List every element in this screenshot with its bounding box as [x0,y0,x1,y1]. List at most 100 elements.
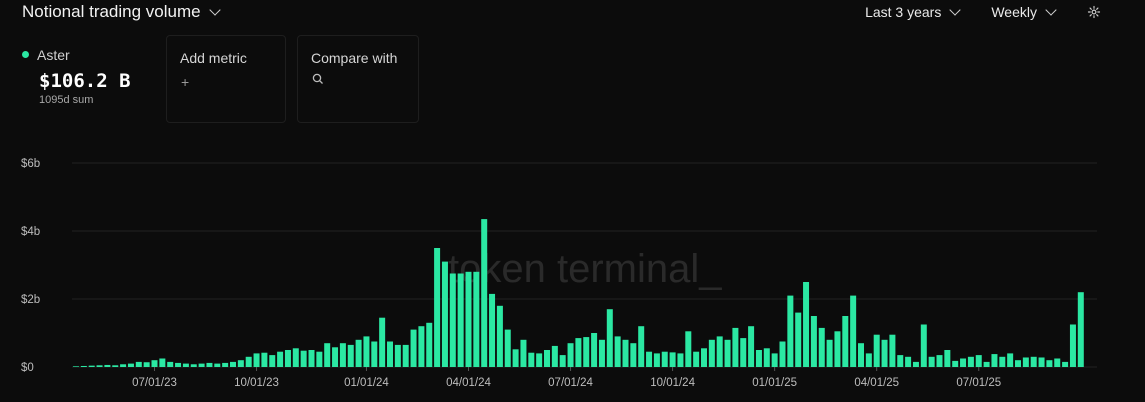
settings-button[interactable] [1087,5,1101,19]
bar[interactable] [441,261,448,367]
bar[interactable] [928,356,935,367]
bar[interactable] [308,350,315,367]
bar[interactable] [230,361,236,367]
bar[interactable] [410,329,417,367]
compare-with-card[interactable]: Compare with [297,35,419,123]
bar[interactable] [1046,360,1053,367]
bar[interactable] [104,364,111,367]
bar[interactable] [897,355,904,367]
bar[interactable] [803,282,810,367]
bar[interactable] [920,324,927,368]
bar[interactable] [324,343,331,367]
bar[interactable] [724,339,731,367]
bar[interactable] [858,343,864,367]
bar[interactable] [991,354,998,367]
bar[interactable] [489,293,496,367]
bar[interactable] [944,350,951,367]
bar[interactable] [112,365,119,367]
bar[interactable] [983,361,990,367]
bar[interactable] [1077,292,1084,367]
bar[interactable] [80,365,87,367]
bar[interactable] [339,343,346,367]
bar[interactable] [167,361,174,367]
bar[interactable] [834,331,841,367]
bar[interactable] [755,350,762,367]
interval-select[interactable]: Weekly [991,4,1057,20]
bar[interactable] [771,353,778,367]
bar[interactable] [504,329,511,367]
bar[interactable] [763,348,770,367]
bar[interactable] [88,365,95,367]
bar[interactable] [434,248,441,367]
bar[interactable] [457,273,464,368]
bar[interactable] [716,336,723,367]
bar[interactable] [175,362,182,367]
bar[interactable] [850,295,857,367]
bar[interactable] [347,344,354,367]
bar[interactable] [810,316,817,367]
bar[interactable] [881,339,888,367]
metric-legend[interactable]: Aster $106.2 B 1095d sum [22,46,131,106]
bar[interactable] [245,356,252,367]
bar[interactable] [551,345,558,367]
bar[interactable] [960,358,967,368]
bar[interactable] [818,327,825,367]
bar[interactable] [1007,353,1014,367]
bar[interactable] [795,312,802,367]
bar[interactable] [1030,356,1037,367]
bar[interactable] [512,349,519,367]
bar[interactable] [575,338,582,367]
bar[interactable] [528,352,535,367]
bar[interactable] [732,327,739,367]
bar[interactable] [967,356,974,367]
bar[interactable] [449,273,456,368]
bar[interactable] [638,326,645,367]
bar[interactable] [387,341,393,368]
add-metric-card[interactable]: Add metric + [166,35,286,123]
bar[interactable] [912,361,919,367]
bar[interactable] [300,350,307,367]
bar[interactable] [206,362,213,367]
bar[interactable] [394,344,401,367]
bar[interactable] [332,347,339,367]
bar[interactable] [190,364,197,367]
bar[interactable] [269,355,276,367]
bar[interactable] [536,353,543,367]
bar[interactable] [661,351,668,367]
chart-title-dropdown[interactable]: Notional trading volume [22,2,221,22]
bar[interactable] [402,344,409,367]
bar[interactable] [1054,358,1061,368]
bar[interactable] [842,316,849,367]
bar[interactable] [363,336,370,367]
bar[interactable] [151,360,158,367]
bar[interactable] [708,339,715,367]
bar[interactable] [646,351,653,367]
bar[interactable] [159,358,166,368]
bar[interactable] [222,362,229,367]
bar[interactable] [253,353,260,367]
bar[interactable] [316,351,323,367]
bar[interactable] [685,331,692,367]
bar[interactable] [952,360,959,367]
bar[interactable] [559,355,566,367]
bar[interactable] [975,355,982,367]
bar[interactable] [701,348,707,367]
bar[interactable] [237,360,244,367]
bar[interactable] [936,355,943,367]
bar[interactable] [905,356,912,367]
bar[interactable] [465,271,472,367]
bar[interactable] [135,361,142,367]
bar[interactable] [669,352,676,367]
bar[interactable] [1015,360,1021,367]
bar[interactable] [379,317,386,367]
bar[interactable] [614,336,621,367]
bar[interactable] [622,339,629,367]
bar[interactable] [1022,357,1029,367]
bar[interactable] [1069,324,1076,368]
bar[interactable] [1062,361,1069,367]
bar[interactable] [261,352,268,367]
bar[interactable] [143,362,150,367]
bar[interactable] [865,353,872,367]
bar[interactable] [999,356,1006,367]
bar[interactable] [96,365,103,367]
